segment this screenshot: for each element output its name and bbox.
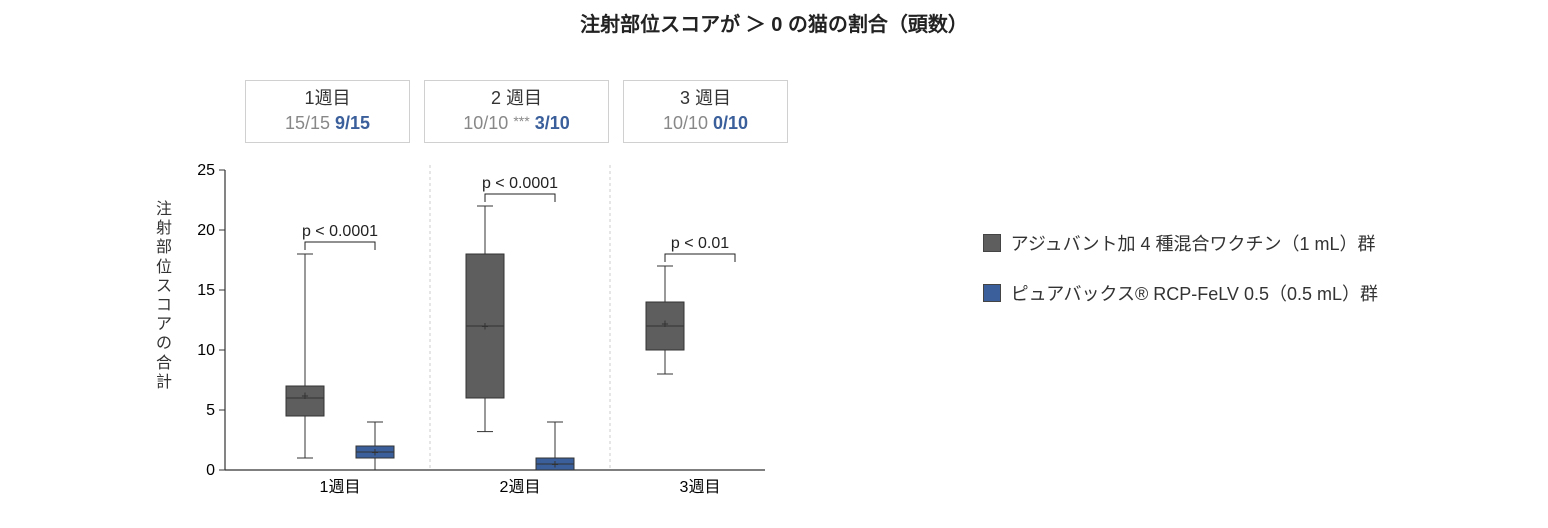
header-box-values: 15/15 9/15 xyxy=(254,112,401,135)
svg-text:0: 0 xyxy=(206,462,215,479)
y-axis-label: 注 射 部 位 ス コ ア の 合 計 xyxy=(155,200,173,392)
svg-text:20: 20 xyxy=(197,222,215,239)
legend-item-group-b: ピュアバックス® RCP-FeLV 0.5（0.5 mL）群 xyxy=(983,280,1378,306)
svg-text:+: + xyxy=(301,389,308,403)
legend-label-group-a: アジュバント加 4 種混合ワクチン（1 mL）群 xyxy=(1011,230,1376,256)
page-root: 注射部位スコアが ＞ 0 の猫の割合（頭数） 1週目 15/15 9/15 2 … xyxy=(0,0,1548,528)
header-box-asterisks: *** xyxy=(513,113,529,129)
header-box-week-label: 1週目 xyxy=(254,87,401,110)
svg-text:3週目: 3週目 xyxy=(680,478,721,496)
legend-label-group-b: ピュアバックス® RCP-FeLV 0.5（0.5 mL）群 xyxy=(1011,280,1378,306)
boxplot-svg: 0 5 10 15 20 25 1週目 + + p < 0.0001 2週目 + + p < 0.0001… xyxy=(155,160,785,520)
header-box-week-label: 3 週目 xyxy=(632,87,779,110)
svg-text:p < 0.0001: p < 0.0001 xyxy=(482,175,558,192)
legend-swatch-group-b xyxy=(983,284,1001,302)
svg-text:p < 0.0001: p < 0.0001 xyxy=(302,223,378,240)
svg-text:p < 0.01: p < 0.01 xyxy=(671,235,729,252)
header-box-week2: 2 週目 10/10 *** 3/10 xyxy=(424,80,609,143)
chart-title: 注射部位スコアが ＞ 0 の猫の割合（頭数） xyxy=(0,8,1548,37)
svg-text:+: + xyxy=(371,445,378,459)
legend: アジュバント加 4 種混合ワクチン（1 mL）群 ピュアバックス® RCP-Fe… xyxy=(983,230,1378,330)
header-box-week1: 1週目 15/15 9/15 xyxy=(245,80,410,143)
header-box-values: 10/10 0/10 xyxy=(632,112,779,135)
svg-text:2週目: 2週目 xyxy=(500,478,541,496)
svg-text:+: + xyxy=(661,317,668,331)
header-box-values: 10/10 *** 3/10 xyxy=(433,112,600,135)
legend-swatch-group-a xyxy=(983,234,1001,252)
legend-item-group-a: アジュバント加 4 種混合ワクチン（1 mL）群 xyxy=(983,230,1378,256)
header-boxes: 1週目 15/15 9/15 2 週目 10/10 *** 3/10 3 週目 … xyxy=(245,80,788,143)
header-box-blue-value: 9/15 xyxy=(335,113,370,133)
svg-text:+: + xyxy=(481,319,488,333)
svg-text:5: 5 xyxy=(206,402,215,419)
header-box-gray-value: 10/10 xyxy=(663,113,708,133)
chart-area: 注 射 部 位 ス コ ア の 合 計 0 5 10 15 20 25 1週目 + + p < 0… xyxy=(155,160,785,520)
header-box-week-label: 2 週目 xyxy=(433,87,600,110)
header-box-blue-value: 3/10 xyxy=(535,113,570,133)
svg-text:15: 15 xyxy=(197,282,215,299)
svg-text:25: 25 xyxy=(197,162,215,179)
header-box-week3: 3 週目 10/10 0/10 xyxy=(623,80,788,143)
svg-text:+: + xyxy=(551,457,558,471)
svg-text:10: 10 xyxy=(197,342,215,359)
header-box-blue-value: 0/10 xyxy=(713,113,748,133)
header-box-gray-value: 15/15 xyxy=(285,113,330,133)
header-box-gray-value: 10/10 xyxy=(463,113,508,133)
svg-text:1週目: 1週目 xyxy=(320,478,361,496)
